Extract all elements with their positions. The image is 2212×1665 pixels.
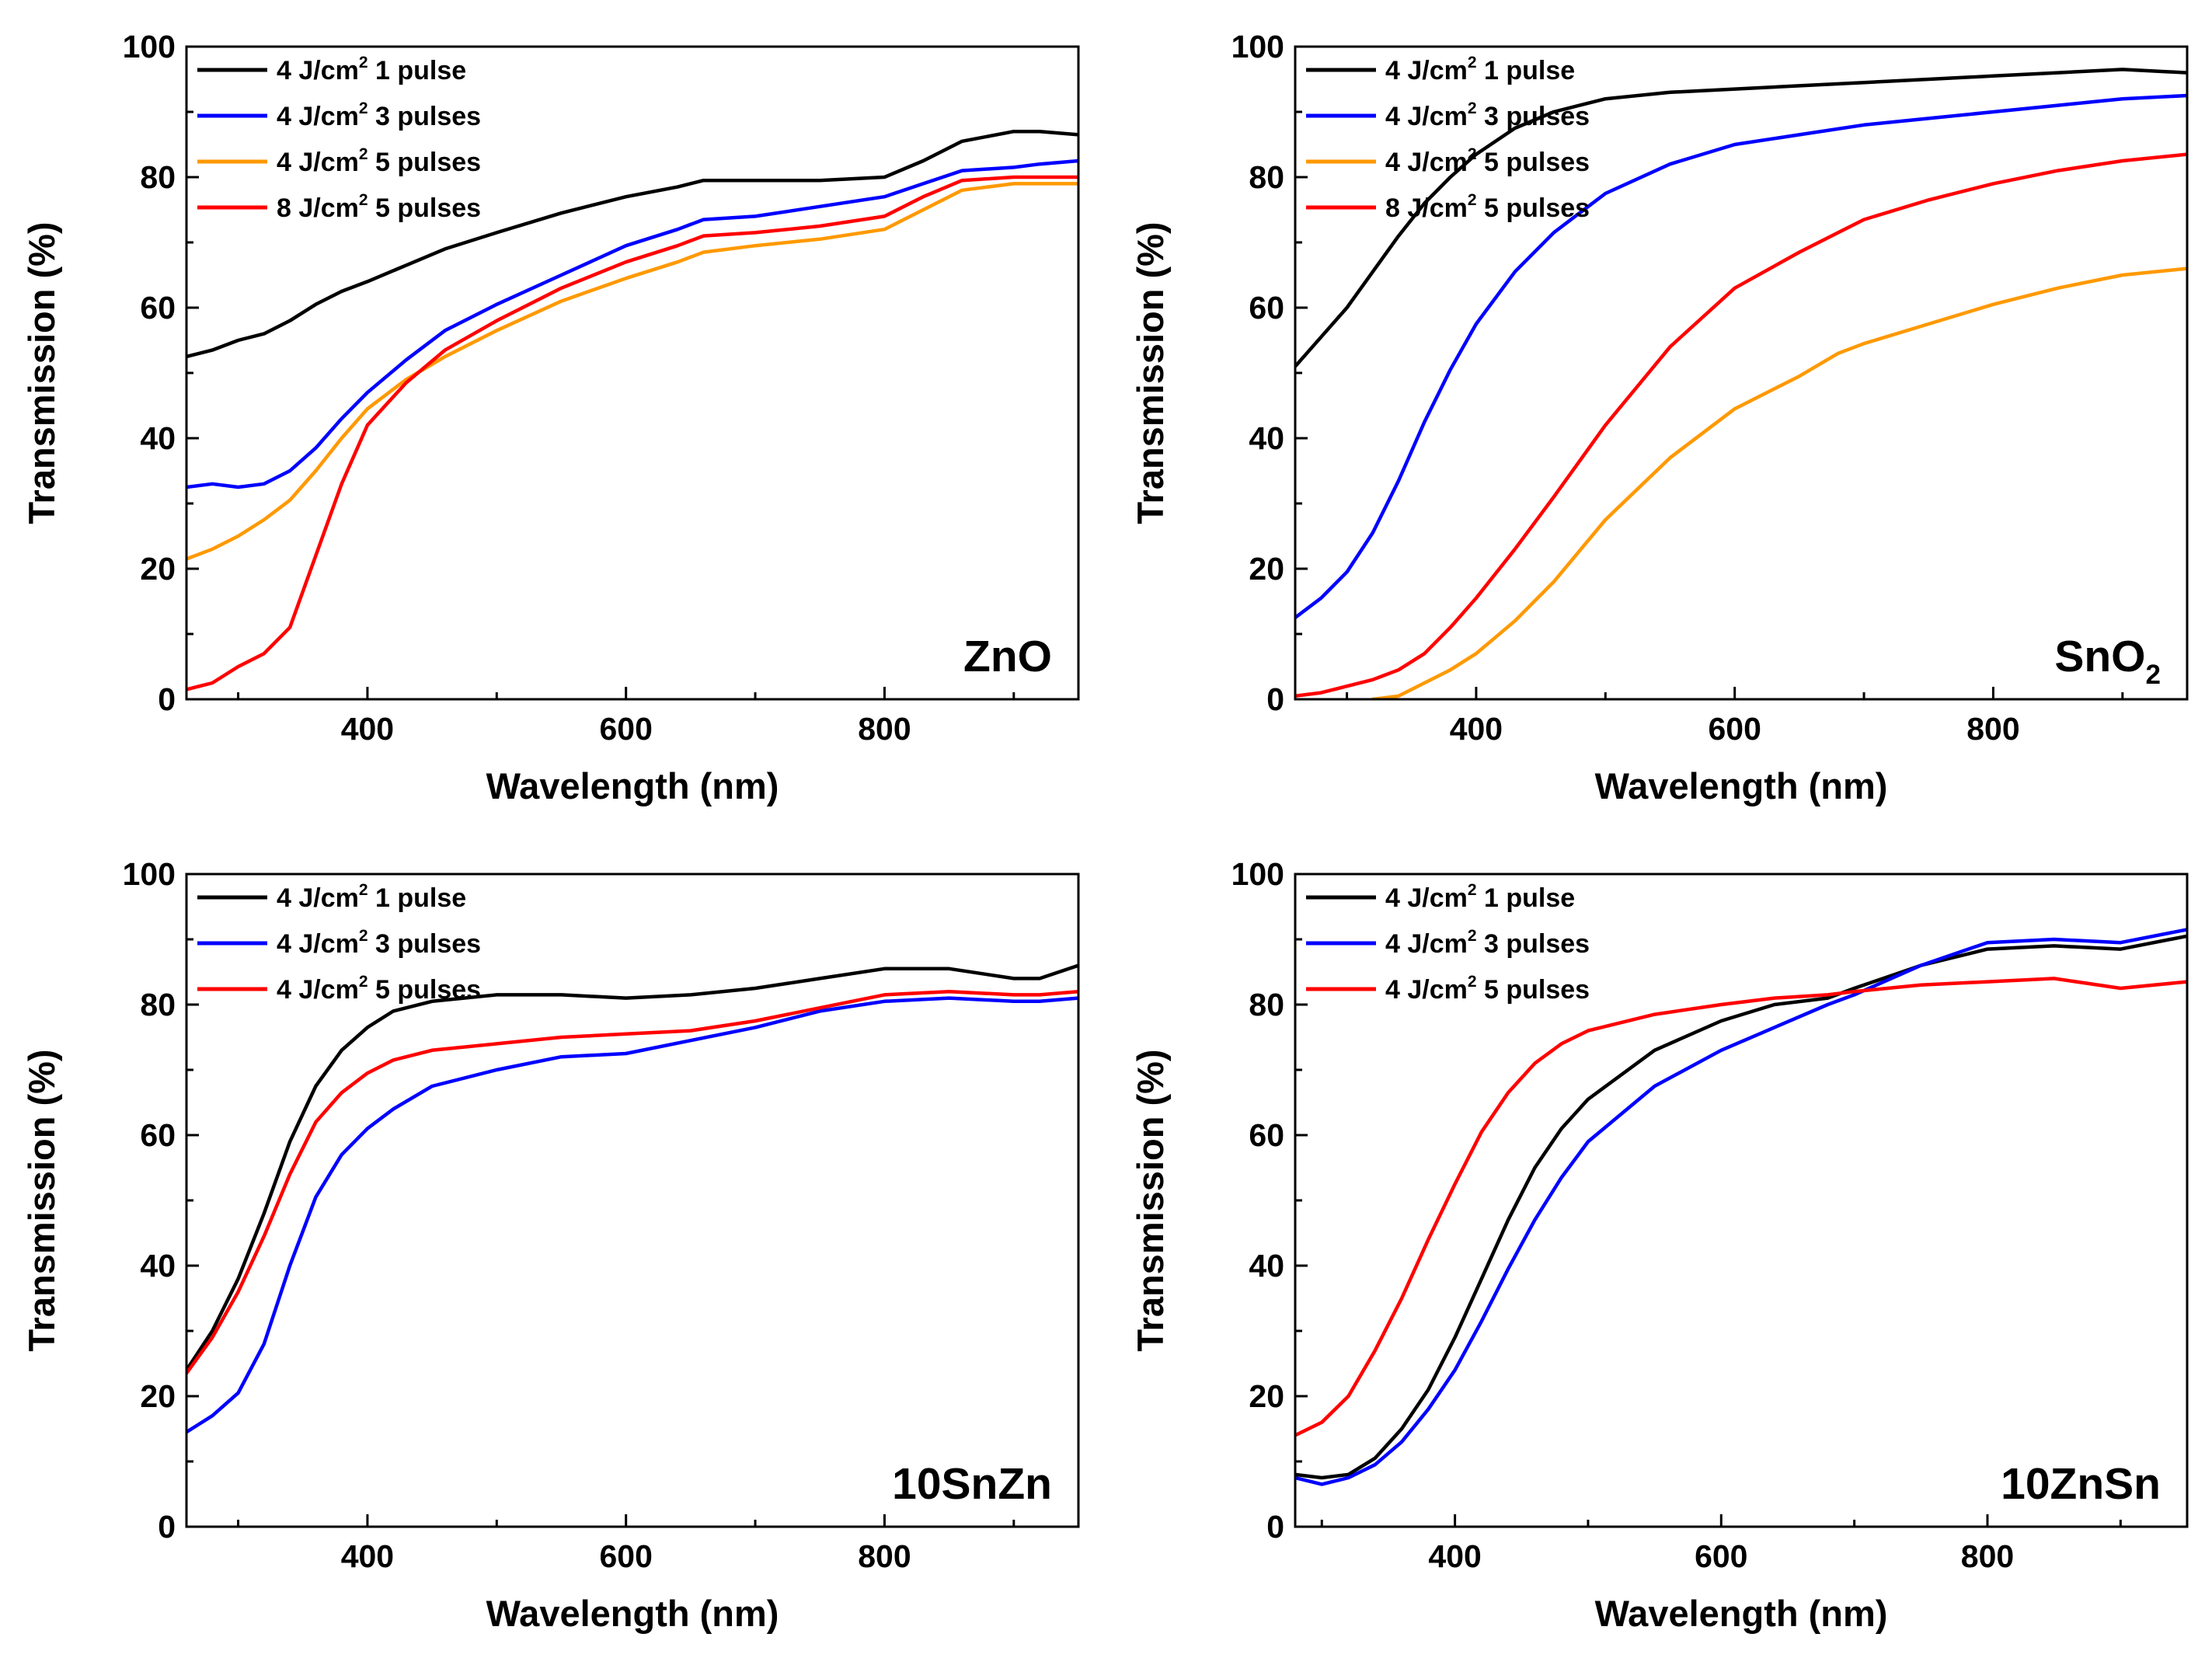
legend-entry-label: 4 J/cm2 1 pulse bbox=[277, 54, 466, 85]
x-axis-label: Wavelength (nm) bbox=[486, 1593, 779, 1634]
series-line-zno-1 bbox=[186, 158, 1078, 489]
legend-entry-label: 8 J/cm2 5 pulses bbox=[277, 191, 481, 223]
y-tick-label: 80 bbox=[140, 159, 176, 195]
x-axis-label: Wavelength (nm) bbox=[1595, 765, 1888, 806]
x-tick-label: 600 bbox=[1708, 711, 1761, 747]
legend: 4 J/cm2 1 pulse 4 J/cm2 3 pulses 4 J/cm2 5… bbox=[1306, 881, 1590, 1005]
y-tick-label: 60 bbox=[140, 1117, 176, 1153]
y-tick-label: 0 bbox=[158, 681, 176, 717]
series-line-10snzn-0 bbox=[186, 963, 1078, 1372]
chart-panel-sno2: 400 600 800 0 20 40 60 80 100 Wavelength (nm) Tran… bbox=[1109, 0, 2212, 831]
y-tick-label: 60 bbox=[140, 290, 176, 326]
y-tick-label: 20 bbox=[1249, 551, 1284, 587]
y-tick-label: 20 bbox=[1249, 1378, 1284, 1414]
y-axis-label: Transmission (%) bbox=[1130, 1049, 1171, 1351]
series-line-10znsn-0 bbox=[1295, 934, 2187, 1480]
legend: 4 J/cm2 1 pulse 4 J/cm2 3 pulses 4 J/cm2 5… bbox=[197, 54, 481, 223]
x-tick-label: 400 bbox=[341, 711, 394, 747]
series-group bbox=[1295, 68, 2187, 699]
series-line-10snzn-1 bbox=[186, 996, 1078, 1434]
sample-annotation: ZnO bbox=[963, 632, 1052, 681]
x-tick-label: 600 bbox=[599, 1538, 652, 1574]
y-tick-label: 60 bbox=[1249, 290, 1284, 326]
y-tick-label: 0 bbox=[158, 1509, 176, 1545]
legend-entry-label: 4 J/cm2 3 pulses bbox=[277, 927, 481, 959]
y-tick-label: 20 bbox=[140, 551, 176, 587]
legend-entry-label: 4 J/cm2 1 pulse bbox=[277, 881, 466, 913]
x-axis-label: Wavelength (nm) bbox=[1595, 1593, 1888, 1634]
y-tick-label: 100 bbox=[123, 856, 176, 892]
y-axis-label: Transmission (%) bbox=[21, 1049, 62, 1351]
series-line-sno2-2 bbox=[1371, 266, 2187, 699]
series-line-10znsn-1 bbox=[1295, 928, 2187, 1486]
y-axis-label: Transmission (%) bbox=[21, 221, 62, 524]
plot-frame bbox=[185, 45, 1080, 701]
legend-entry-label: 4 J/cm2 5 pulses bbox=[277, 145, 481, 177]
y-tick-label: 80 bbox=[140, 987, 176, 1022]
y-tick-label: 80 bbox=[1249, 987, 1284, 1022]
chart-svg-10znsn: 400 600 800 0 20 40 60 80 100 Wavelength (nm) Tran… bbox=[1130, 856, 2189, 1634]
plot-frame bbox=[185, 873, 1080, 1528]
legend-entry-label: 4 J/cm2 3 pulses bbox=[1385, 927, 1590, 959]
y-tick-label: 100 bbox=[123, 29, 176, 64]
series-line-zno-0 bbox=[186, 129, 1078, 359]
chart-svg-sno2: 400 600 800 0 20 40 60 80 100 Wavelength (nm) Tran… bbox=[1130, 29, 2189, 806]
y-tick-label: 100 bbox=[1231, 29, 1284, 64]
series-line-sno2-0 bbox=[1295, 68, 2187, 368]
series-line-10znsn-2 bbox=[1295, 977, 2187, 1437]
series-line-sno2-1 bbox=[1295, 93, 2187, 620]
y-tick-label: 0 bbox=[1266, 1509, 1284, 1545]
sample-annotation: SnO2 bbox=[2054, 632, 2161, 690]
y-tick-label: 40 bbox=[1249, 420, 1284, 456]
chart-svg-zno: 400 600 800 0 20 40 60 80 100 Wavelength (nm) Tran… bbox=[21, 29, 1080, 806]
legend-entry-label: 4 J/cm2 1 pulse bbox=[1385, 881, 1575, 913]
sample-annotation: 10SnZn bbox=[892, 1459, 1052, 1509]
legend-entry-label: 4 J/cm2 5 pulses bbox=[277, 973, 481, 1005]
x-tick-label: 400 bbox=[1450, 711, 1503, 747]
legend-entry-label: 4 J/cm2 1 pulse bbox=[1385, 54, 1575, 85]
x-tick-label: 400 bbox=[1428, 1538, 1481, 1574]
plot-frame bbox=[1294, 873, 2189, 1528]
series-group bbox=[1295, 928, 2187, 1486]
chart-panel-10znsn: 400 600 800 0 20 40 60 80 100 Wavelength (nm) Tran… bbox=[1109, 827, 2212, 1659]
y-tick-label: 60 bbox=[1249, 1117, 1284, 1153]
series-line-zno-3 bbox=[186, 175, 1078, 691]
x-tick-label: 800 bbox=[1961, 1538, 2014, 1574]
legend-entry-label: 4 J/cm2 3 pulses bbox=[1385, 99, 1590, 131]
chart-panel-zno: 400 600 800 0 20 40 60 80 100 Wavelength (nm) Tran… bbox=[0, 0, 1103, 831]
legend-entry-label: 4 J/cm2 5 pulses bbox=[1385, 973, 1590, 1005]
y-axis-label: Transmission (%) bbox=[1130, 221, 1171, 524]
y-tick-label: 40 bbox=[1249, 1248, 1284, 1284]
x-tick-label: 800 bbox=[1966, 711, 2019, 747]
x-tick-label: 800 bbox=[858, 1538, 911, 1574]
series-line-sno2-3 bbox=[1295, 152, 2187, 698]
series-line-10snzn-2 bbox=[186, 989, 1078, 1375]
y-tick-label: 20 bbox=[140, 1378, 176, 1414]
y-tick-label: 0 bbox=[1266, 681, 1284, 717]
legend-entry-label: 8 J/cm2 5 pulses bbox=[1385, 191, 1590, 223]
series-group bbox=[186, 129, 1078, 691]
legend: 4 J/cm2 1 pulse 4 J/cm2 3 pulses 4 J/cm2 5… bbox=[1306, 54, 1590, 223]
chart-svg-10snzn: 400 600 800 0 20 40 60 80 100 Wavelength (nm) Tran… bbox=[21, 856, 1080, 1634]
chart-panel-10snzn: 400 600 800 0 20 40 60 80 100 Wavelength (nm) Tran… bbox=[0, 827, 1103, 1659]
legend-entry-label: 4 J/cm2 3 pulses bbox=[277, 99, 481, 131]
sample-annotation: 10ZnSn bbox=[2001, 1459, 2161, 1509]
y-tick-label: 40 bbox=[140, 1248, 176, 1284]
legend-entry-label: 4 J/cm2 5 pulses bbox=[1385, 145, 1590, 177]
series-group bbox=[186, 963, 1078, 1434]
x-tick-label: 600 bbox=[599, 711, 652, 747]
x-tick-label: 400 bbox=[341, 1538, 394, 1574]
series-line-zno-2 bbox=[186, 182, 1078, 561]
y-tick-label: 40 bbox=[140, 420, 176, 456]
legend: 4 J/cm2 1 pulse 4 J/cm2 3 pulses 4 J/cm2 5… bbox=[197, 881, 481, 1005]
y-tick-label: 80 bbox=[1249, 159, 1284, 195]
x-axis-label: Wavelength (nm) bbox=[486, 765, 779, 806]
x-tick-label: 800 bbox=[858, 711, 911, 747]
x-tick-label: 600 bbox=[1695, 1538, 1747, 1574]
y-tick-label: 100 bbox=[1231, 856, 1284, 892]
